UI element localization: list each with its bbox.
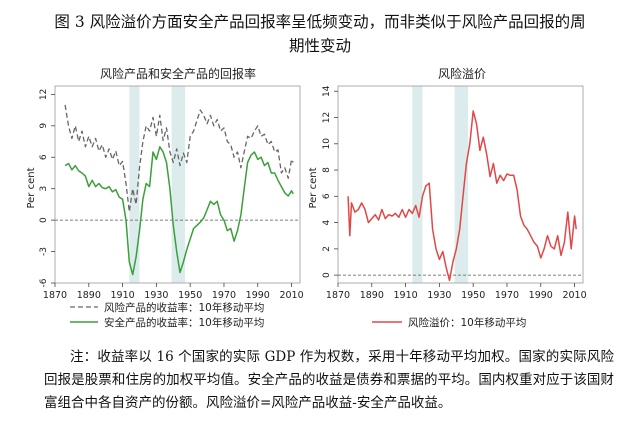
x-tick-label: 1930	[144, 290, 168, 301]
left-chart-plot-frame	[54, 85, 301, 284]
figure-title: 图 3 风险溢价方面安全产品回报率呈低频变动，而非类似于风险产品回报的周 期性变…	[0, 10, 640, 58]
x-tick-label: 2010	[279, 290, 303, 301]
x-tick-label: 1950	[178, 290, 202, 301]
y-tick-label: 8	[322, 167, 332, 173]
legend-label-premium: 风险溢价：10年移动平均	[408, 316, 526, 329]
x-tick-label: 1910	[110, 290, 134, 301]
right-chart-x-ticks: 1870 1890 1910 1930 1950 1970 1990 2010	[326, 283, 587, 301]
y-tick-label: 0	[322, 272, 332, 278]
right-chart-plot-frame	[337, 85, 584, 284]
x-tick-label: 1870	[43, 290, 67, 301]
x-tick-label: 1990	[246, 290, 270, 301]
right-chart-band-0	[412, 86, 423, 283]
left-chart-band-1	[171, 86, 186, 283]
y-tick-label: 12	[39, 89, 49, 100]
y-tick-label: -3	[39, 247, 49, 256]
right-chart-ylabel: Per cent	[308, 167, 319, 208]
right-chart-y-ticks: 0 2 4 6 8 10 12 14	[322, 85, 338, 278]
right-chart-legend: 风险溢价：10年移动平均	[372, 316, 526, 329]
figure-title-line2: 期性变动	[288, 37, 351, 55]
left-chart-series-0-line	[64, 104, 294, 213]
y-tick-label: 6	[322, 193, 332, 199]
x-tick-label: 1890	[77, 290, 101, 301]
y-tick-label: 2	[322, 246, 332, 252]
x-tick-label: 1990	[529, 290, 553, 301]
footnote: 注：收益率以 16 个国家的实际 GDP 作为权数，采用十年移动平均加权。国家的…	[44, 349, 614, 411]
y-tick-label: 9	[39, 123, 49, 129]
legend-label-risky: 风险产品的收益率：10年移动平均	[104, 301, 264, 314]
x-tick-label: 1910	[393, 290, 417, 301]
left-chart-title: 风险产品和安全产品的回报率	[100, 66, 256, 81]
right-chart-series	[347, 110, 577, 282]
left-chart-y-ticks: -6 -3 0 3 6 9 12	[39, 89, 55, 287]
y-tick-label: 6	[39, 154, 49, 160]
x-tick-label: 1970	[495, 290, 519, 301]
x-tick-label: 1870	[326, 290, 350, 301]
left-chart-series-1-line	[64, 146, 294, 276]
right-chart-title: 风险溢价	[438, 66, 486, 81]
left-chart-x-ticks: 1870 1890 1910 1930 1950 1970 1990 2010	[43, 283, 304, 301]
y-tick-label: 4	[322, 219, 332, 225]
y-tick-label: 12	[322, 112, 332, 123]
left-chart-series	[64, 104, 294, 276]
x-tick-label: 1890	[360, 290, 384, 301]
left-chart-ylabel: Per cent	[26, 167, 37, 208]
left-chart-band-0	[129, 86, 140, 283]
y-tick-label: 0	[39, 217, 49, 223]
x-tick-label: 1950	[461, 290, 485, 301]
right-chart: 风险溢价 Per cent 0 2 4 6 8 10 12 14 1870 1890 1910 19…	[308, 66, 587, 329]
y-tick-label: -6	[39, 278, 49, 287]
right-chart-band-1	[454, 86, 469, 283]
figure-title-line1: 图 3 风险溢价方面安全产品回报率呈低频变动，而非类似于风险产品回报的周	[54, 13, 586, 31]
right-chart-bands	[412, 86, 469, 283]
left-chart-legend: 风险产品的收益率：10年移动平均 安全产品的收益率：10年移动平均	[70, 301, 264, 329]
x-tick-label: 1930	[427, 290, 451, 301]
x-tick-label: 2010	[562, 290, 586, 301]
x-tick-label: 1970	[212, 290, 236, 301]
right-chart-series-0-line	[347, 110, 577, 282]
y-tick-label: 3	[39, 186, 49, 192]
y-tick-label: 10	[322, 138, 332, 150]
y-tick-label: 14	[322, 85, 332, 97]
legend-label-safe: 安全产品的收益率：10年移动平均	[104, 316, 264, 329]
